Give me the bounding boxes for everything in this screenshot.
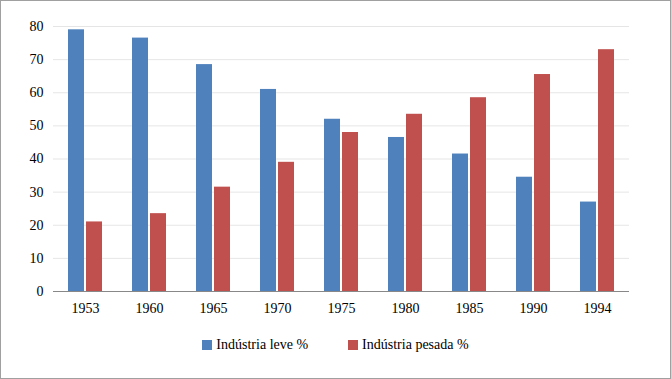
svg-text:10: 10 [30,251,44,266]
svg-text:40: 40 [30,151,44,166]
svg-text:20: 20 [30,218,44,233]
svg-text:1953: 1953 [72,301,100,316]
html-text:Indústria pesada %: Indústria pesada % [362,337,469,352]
svg-text:1965: 1965 [200,301,228,316]
svg-text:60: 60 [30,85,44,100]
svg-text:1960: 1960 [136,301,164,316]
html-text:Indústria leve %: Indústria leve % [216,337,309,352]
svg-text:1975: 1975 [328,301,356,316]
svg-text:1970: 1970 [264,301,292,316]
svg-text:1985: 1985 [456,301,484,316]
svg-text:1990: 1990 [520,301,548,316]
svg-text:0: 0 [37,284,44,299]
svg-text:70: 70 [30,52,44,67]
svg-text:1994: 1994 [584,301,612,316]
svg-text:50: 50 [30,118,44,133]
svg-text:30: 30 [30,185,44,200]
svg-text:1980: 1980 [392,301,420,316]
svg-text:80: 80 [30,19,44,34]
